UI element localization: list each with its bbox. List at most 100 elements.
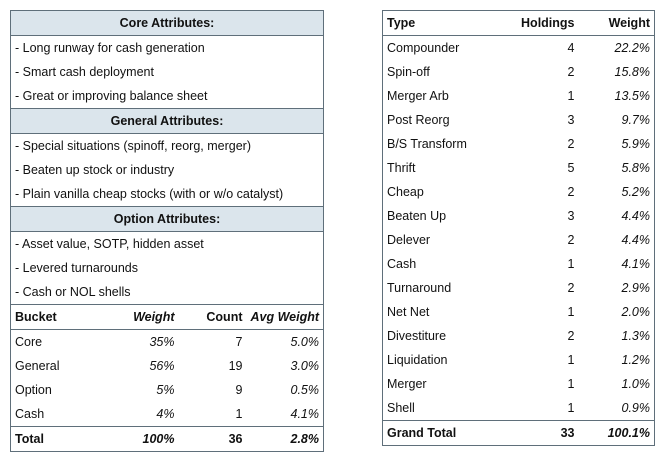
table-row: Cash 4% 1 4.1% — [11, 402, 324, 427]
type-holdings: 1 — [567, 305, 575, 319]
type-name: Cash — [387, 257, 417, 271]
type-name: Compounder — [387, 41, 460, 55]
type-name: Turnaround — [387, 281, 452, 295]
option-attributes-title: Option Attributes: — [10, 206, 324, 232]
bucket-count: 19 — [228, 359, 243, 373]
type-name: Shell — [387, 401, 415, 415]
bucket-name: Option — [15, 383, 52, 397]
attribute-row: - Special situations (spinoff, reorg, me… — [11, 134, 324, 159]
attribute-row: - Levered turnarounds — [11, 256, 324, 280]
attribute-text: - Beaten up stock or industry — [15, 163, 175, 177]
table-row: Post Reorg 3 9.7% — [383, 108, 655, 132]
bucket-column-header: Bucket — [10, 304, 107, 330]
type-weight: 4.4% — [621, 233, 651, 247]
type-name: Post Reorg — [387, 113, 450, 127]
type-column-header: Type — [382, 10, 501, 36]
grand-total-label: Grand Total — [382, 420, 501, 446]
type-holdings: 1 — [567, 89, 575, 103]
type-header-row: Type Holdings Weight — [382, 10, 655, 36]
count-column-header: Count — [178, 304, 247, 330]
type-weight: 13.5% — [614, 89, 650, 103]
type-name: Cheap — [387, 185, 424, 199]
attribute-text: - Smart cash deployment — [15, 65, 154, 79]
attribute-text: - Plain vanilla cheap stocks (with or w/… — [15, 187, 284, 201]
grand-total-row: Grand Total 33 100.1% — [382, 420, 655, 446]
type-holdings: 5 — [567, 161, 575, 175]
bucket-header-row: Bucket Weight Count Avg Weight — [10, 304, 324, 330]
type-holdings: 2 — [567, 281, 575, 295]
type-holdings: 2 — [567, 185, 575, 199]
table-row: Merger Arb 1 13.5% — [383, 84, 655, 108]
type-name: Beaten Up — [387, 209, 447, 223]
bucket-count: 1 — [235, 407, 243, 421]
table-row: Thrift 5 5.8% — [383, 156, 655, 180]
attribute-row: - Great or improving balance sheet — [11, 84, 324, 109]
option-attributes-header: Option Attributes: — [10, 206, 324, 232]
attribute-text: - Levered turnarounds — [15, 261, 138, 275]
table-row: Spin-off 2 15.8% — [383, 60, 655, 84]
table-row: Option 5% 9 0.5% — [11, 378, 324, 402]
bucket-name: Core — [15, 335, 43, 349]
table-row: Cash 1 4.1% — [383, 252, 655, 276]
type-holdings: 2 — [567, 137, 575, 151]
type-weight: 22.2% — [614, 41, 650, 55]
type-name: Merger Arb — [387, 89, 449, 103]
table-row: Divestiture 2 1.3% — [383, 324, 655, 348]
attributes-bucket-table: Core Attributes: - Long runway for cash … — [10, 10, 324, 452]
type-name: B/S Transform — [387, 137, 467, 151]
core-attributes-header: Core Attributes: — [10, 10, 324, 36]
attribute-row: - Beaten up stock or industry — [11, 158, 324, 182]
type-weight-column-header: Weight — [578, 10, 655, 36]
table-row: Beaten Up 3 4.4% — [383, 204, 655, 228]
type-weight: 5.8% — [621, 161, 651, 175]
total-label: Total — [10, 426, 107, 452]
attribute-text: - Special situations (spinoff, reorg, me… — [15, 139, 251, 153]
type-weight: 4.1% — [621, 257, 651, 271]
attribute-text: - Asset value, SOTP, hidden asset — [15, 237, 204, 251]
type-holdings-table: Type Holdings Weight Compounder 4 22.2% Sp… — [382, 10, 655, 446]
avg-weight-column-header: Avg Weight — [246, 304, 324, 330]
type-holdings: 2 — [567, 329, 575, 343]
bucket-avg-weight: 5.0% — [290, 335, 320, 349]
type-name: Spin-off — [387, 65, 430, 79]
total-row: Total 100% 36 2.8% — [10, 426, 324, 452]
attribute-text: - Cash or NOL shells — [15, 285, 131, 299]
total-count: 36 — [178, 426, 247, 452]
attribute-row: - Cash or NOL shells — [11, 280, 324, 305]
type-name: Net Net — [387, 305, 430, 319]
type-name: Delever — [387, 233, 431, 247]
type-holdings: 1 — [567, 377, 575, 391]
type-weight: 1.3% — [621, 329, 651, 343]
table-row: Delever 2 4.4% — [383, 228, 655, 252]
core-attributes-title: Core Attributes: — [10, 10, 324, 36]
general-attributes-title: General Attributes: — [10, 108, 324, 134]
bucket-avg-weight: 4.1% — [290, 407, 320, 421]
table-row: B/S Transform 2 5.9% — [383, 132, 655, 156]
bucket-avg-weight: 3.0% — [290, 359, 320, 373]
type-weight: 4.4% — [621, 209, 651, 223]
type-weight: 2.0% — [621, 305, 651, 319]
table-row: General 56% 19 3.0% — [11, 354, 324, 378]
type-holdings: 3 — [567, 209, 575, 223]
bucket-weight: 56% — [149, 359, 175, 373]
table-row: Cheap 2 5.2% — [383, 180, 655, 204]
table-row: Net Net 1 2.0% — [383, 300, 655, 324]
general-attributes-header: General Attributes: — [10, 108, 324, 134]
bucket-weight: 5% — [156, 383, 175, 397]
total-weight: 100% — [106, 426, 179, 452]
bucket-weight: 4% — [156, 407, 175, 421]
bucket-weight: 35% — [149, 335, 175, 349]
holdings-column-header: Holdings — [500, 10, 579, 36]
attribute-row: - Asset value, SOTP, hidden asset — [11, 232, 324, 257]
type-name: Liquidation — [387, 353, 448, 367]
table-row: Liquidation 1 1.2% — [383, 348, 655, 372]
type-weight: 5.2% — [621, 185, 651, 199]
total-avg-weight: 2.8% — [246, 426, 324, 452]
type-holdings: 3 — [567, 113, 575, 127]
attribute-row: - Smart cash deployment — [11, 60, 324, 84]
type-weight: 2.9% — [621, 281, 651, 295]
type-holdings: 4 — [567, 41, 575, 55]
table-row: Turnaround 2 2.9% — [383, 276, 655, 300]
type-holdings: 2 — [567, 65, 575, 79]
type-holdings: 1 — [567, 353, 575, 367]
